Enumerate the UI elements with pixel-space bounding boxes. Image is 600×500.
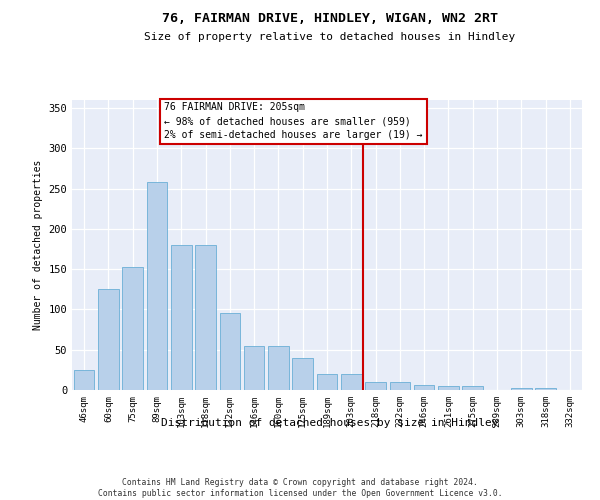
Bar xyxy=(122,267,143,390)
Bar xyxy=(74,370,94,390)
Bar xyxy=(292,358,313,390)
Text: 76, FAIRMAN DRIVE, HINDLEY, WIGAN, WN2 2RT: 76, FAIRMAN DRIVE, HINDLEY, WIGAN, WN2 2… xyxy=(162,12,498,26)
Bar xyxy=(341,374,362,390)
Bar xyxy=(171,245,191,390)
Y-axis label: Number of detached properties: Number of detached properties xyxy=(33,160,43,330)
Bar xyxy=(98,290,119,390)
Text: 76 FAIRMAN DRIVE: 205sqm
← 98% of detached houses are smaller (959)
2% of semi-d: 76 FAIRMAN DRIVE: 205sqm ← 98% of detach… xyxy=(164,102,423,141)
Bar xyxy=(268,346,289,390)
Bar xyxy=(244,346,265,390)
Bar xyxy=(195,245,216,390)
Bar xyxy=(317,374,337,390)
Bar xyxy=(365,382,386,390)
Bar xyxy=(438,386,459,390)
Bar xyxy=(146,182,167,390)
Bar xyxy=(463,386,483,390)
Text: Distribution of detached houses by size in Hindley: Distribution of detached houses by size … xyxy=(161,418,499,428)
Bar xyxy=(511,388,532,390)
Text: Size of property relative to detached houses in Hindley: Size of property relative to detached ho… xyxy=(145,32,515,42)
Bar xyxy=(389,382,410,390)
Bar xyxy=(220,314,240,390)
Bar xyxy=(414,385,434,390)
Bar xyxy=(535,388,556,390)
Text: Contains HM Land Registry data © Crown copyright and database right 2024.
Contai: Contains HM Land Registry data © Crown c… xyxy=(98,478,502,498)
